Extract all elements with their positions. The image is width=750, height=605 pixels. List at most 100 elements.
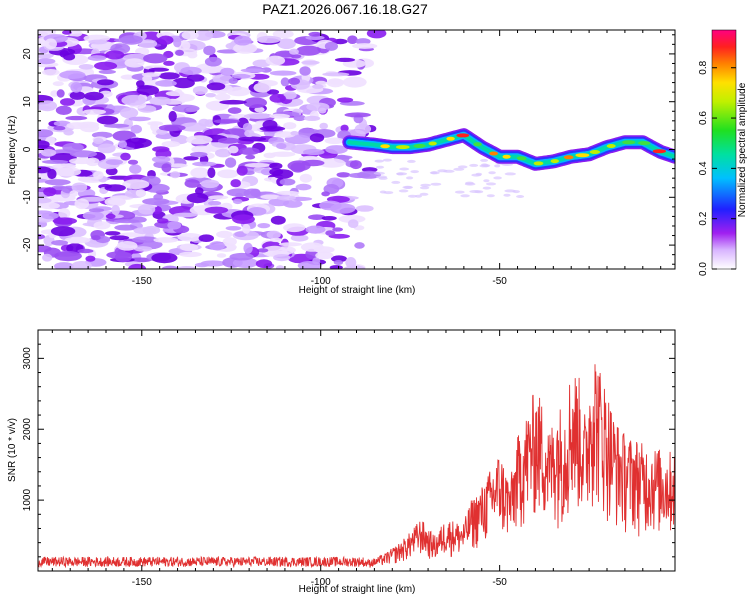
spectrogram-noise-blob bbox=[315, 80, 327, 86]
spectrogram-noise-blob bbox=[283, 223, 306, 233]
spectrogram-noise-blob bbox=[62, 142, 84, 153]
spectrogram-noise-blob bbox=[269, 93, 286, 103]
spectrogram-noise-blob bbox=[96, 115, 119, 125]
spectrogram-noise-blob bbox=[226, 188, 251, 197]
spectrogram-noise-blob bbox=[318, 158, 346, 168]
spectrogram-noise-blob bbox=[329, 265, 343, 269]
spectrogram-noise-blob bbox=[407, 159, 416, 163]
snr-x-axis-label: Height of straight line (km) bbox=[299, 584, 416, 595]
spectrogram-noise-blob bbox=[382, 158, 392, 162]
spectrogram-noise-blob bbox=[91, 235, 101, 241]
spectrogram-noise-blob bbox=[238, 147, 260, 155]
snr-series-line bbox=[38, 364, 675, 569]
spectrogram-noise-blob bbox=[156, 218, 169, 224]
spectrogram-noise-blob bbox=[149, 96, 172, 106]
spectrogram-noise-blob bbox=[399, 167, 410, 171]
spectrogram-noise-blob bbox=[63, 52, 76, 61]
spectrogram-noise-blob bbox=[230, 179, 241, 188]
spectrogram-noise-blob bbox=[303, 115, 321, 121]
spectrogram-noise-blob bbox=[119, 35, 143, 45]
spectrogram-noise-blob bbox=[39, 202, 60, 210]
spectrogram-y-tick-label: -10 bbox=[22, 190, 33, 205]
spectrogram-noise-blob bbox=[148, 67, 170, 72]
spectrogram-noise-blob bbox=[270, 215, 286, 225]
spectrogram-noise-blob bbox=[60, 98, 75, 106]
spectrogram-noise-blob bbox=[236, 165, 248, 176]
spectrogram-noise-blob bbox=[42, 253, 53, 262]
spectrogram-noise-blob bbox=[204, 206, 229, 214]
spectrogram-noise-blob bbox=[289, 48, 299, 55]
spectrogram-noise-blob bbox=[256, 35, 282, 44]
spectrogram-noise-blob bbox=[41, 69, 60, 76]
spectrogram-noise-blob bbox=[128, 257, 152, 263]
spectrogram-noise-blob bbox=[204, 56, 222, 67]
spectrogram-noise-blob bbox=[53, 126, 66, 131]
spectrogram-noise-blob bbox=[503, 193, 511, 197]
spectrogram-noise-blob bbox=[38, 234, 45, 240]
spectrogram-noise-blob bbox=[482, 186, 492, 190]
spectrogram-noise-blob bbox=[493, 176, 502, 180]
spectrogram-noise-blob bbox=[354, 242, 365, 249]
spectrogram-noise-blob bbox=[269, 113, 290, 119]
spectrogram-noise-blob bbox=[238, 136, 267, 142]
spectrogram-noise-blob bbox=[120, 107, 139, 119]
spectrogram-noise-blob bbox=[209, 241, 225, 251]
signal-hotspot bbox=[380, 144, 390, 149]
signal-hotspot bbox=[473, 142, 482, 147]
spectrogram-noise-blob bbox=[190, 167, 210, 179]
spectrogram-noise-blob bbox=[122, 179, 150, 190]
spectrogram-noise-blob bbox=[471, 173, 482, 177]
spectrogram-noise-blob bbox=[187, 52, 198, 59]
colorbar-tick-label: 0.0 bbox=[698, 262, 709, 276]
spectrogram-noise-blob bbox=[347, 35, 358, 44]
spectrogram-noise-blob bbox=[345, 257, 357, 268]
spectrogram-noise-blob bbox=[44, 179, 71, 186]
spectrogram-noise-blob bbox=[485, 182, 497, 186]
spectrogram-noise-blob bbox=[225, 157, 237, 168]
spectrogram-noise-blob bbox=[194, 30, 213, 41]
spectrogram-noise-blob bbox=[398, 189, 409, 193]
snr-y-tick-label: 3000 bbox=[22, 347, 33, 370]
spectrogram-noise-blob bbox=[200, 260, 226, 267]
spectrogram-noise-blob bbox=[217, 137, 240, 144]
spectrogram-x-tick-label: -100 bbox=[311, 276, 331, 287]
snr-ticks: -150 -100 -50 1000 2000 3000 bbox=[22, 329, 675, 588]
spectrogram-noise-blob bbox=[116, 241, 138, 251]
spectrogram-noise-blob bbox=[161, 163, 172, 173]
spectrogram-noise-blob bbox=[407, 194, 418, 198]
colorbar-tick-label: 0.4 bbox=[698, 161, 709, 175]
spectrogram-noise-blob bbox=[245, 154, 256, 160]
spectrogram-noise-blob bbox=[227, 107, 242, 114]
spectrogram-noise-blob bbox=[133, 246, 153, 252]
spectrogram-noise-blob bbox=[38, 140, 50, 149]
spectrogram-noise-blob bbox=[130, 124, 142, 134]
spectrogram-noise-blob bbox=[94, 61, 118, 71]
spectrogram-noise-blob bbox=[494, 164, 501, 168]
spectrogram-noise-blob bbox=[105, 159, 123, 166]
spectrogram-noise-blob bbox=[269, 162, 283, 170]
spectrogram-noise-blob bbox=[486, 194, 495, 198]
spectrogram-x-axis-label: Height of straight line (km) bbox=[299, 285, 416, 296]
spectrogram-noise-blob bbox=[269, 168, 284, 176]
spectrogram-noise-blob bbox=[504, 189, 516, 193]
spectrogram-noise-blob bbox=[219, 99, 247, 105]
spectrogram-noise-blob bbox=[38, 166, 52, 174]
spectrogram-noise-blob bbox=[410, 170, 419, 174]
spectrogram-noise-blob bbox=[38, 129, 54, 138]
spectrogram-noise-blob bbox=[255, 259, 273, 269]
spectrogram-noise-blob bbox=[40, 149, 57, 157]
signal-hotspot bbox=[622, 140, 636, 145]
spectrogram-noise-blob bbox=[325, 145, 348, 154]
spectrogram-noise-blob bbox=[44, 38, 57, 50]
spectrogram-noise-blob bbox=[405, 176, 414, 180]
spectrogram-noise-blob bbox=[266, 89, 280, 95]
spectrogram-noise-blob bbox=[216, 253, 227, 258]
spectrogram-noise-blob bbox=[151, 252, 178, 264]
spectrogram-noise-blob bbox=[290, 131, 299, 136]
spectrogram-y-tick-label: 20 bbox=[22, 48, 33, 60]
signal-hotspot bbox=[413, 143, 426, 148]
snr-x-tick-label: -100 bbox=[311, 577, 331, 588]
spectrogram-noise-blob bbox=[420, 183, 431, 187]
spectrogram-noise-blob bbox=[179, 243, 199, 252]
